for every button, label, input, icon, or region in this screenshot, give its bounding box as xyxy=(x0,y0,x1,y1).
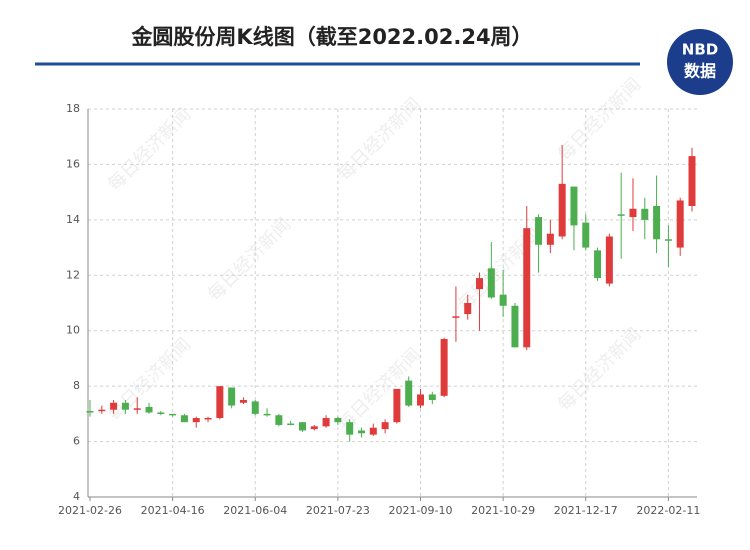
candle-body xyxy=(570,186,578,226)
candle-body xyxy=(121,402,129,410)
x-tick-label: 2021-04-16 xyxy=(141,504,205,517)
candle-body xyxy=(110,402,118,410)
candle-body xyxy=(369,427,377,435)
x-tick-label: 2021-07-23 xyxy=(306,504,370,517)
candle-body xyxy=(145,406,153,413)
logo-bottom: 数据 xyxy=(684,62,716,81)
candle-body xyxy=(133,408,141,410)
candle-body xyxy=(239,400,247,403)
chart-title: 金圆股份周K线图（截至2022.02.24周） xyxy=(130,25,532,49)
candle-body xyxy=(428,394,436,400)
candle-body xyxy=(653,206,661,240)
candle-body xyxy=(180,415,188,423)
candle-body xyxy=(499,294,507,306)
candle-body xyxy=(251,401,259,414)
candle-body xyxy=(263,413,271,416)
y-tick-label: 4 xyxy=(73,490,80,503)
candle-body xyxy=(86,411,94,413)
candle-body xyxy=(452,316,460,318)
candle-body xyxy=(275,415,283,425)
candle-body xyxy=(546,233,554,245)
candle-body xyxy=(535,217,543,245)
candle-body xyxy=(605,236,613,284)
candle-body xyxy=(346,422,354,435)
candle-body xyxy=(676,200,684,248)
candle-body xyxy=(216,386,224,419)
candle-body xyxy=(523,228,531,348)
candle-body xyxy=(487,268,495,298)
candle-body xyxy=(298,422,306,431)
candle-body xyxy=(594,250,602,279)
candle-body xyxy=(393,388,401,423)
candle-body xyxy=(192,418,200,423)
x-tick-label: 2022-02-11 xyxy=(636,504,700,517)
candle-body xyxy=(617,214,625,216)
candle-body xyxy=(476,278,484,290)
y-tick-label: 18 xyxy=(66,102,80,115)
y-tick-label: 6 xyxy=(73,435,80,448)
y-tick-label: 12 xyxy=(66,268,80,281)
candle-body xyxy=(204,418,212,420)
candle-body xyxy=(641,208,649,220)
candle-body xyxy=(464,303,472,315)
candle-body xyxy=(381,422,389,430)
candle-body xyxy=(334,418,342,423)
candle-body xyxy=(664,239,672,241)
candle-body xyxy=(417,394,425,406)
y-tick-label: 10 xyxy=(66,324,80,337)
candle-body xyxy=(228,387,236,406)
y-tick-label: 16 xyxy=(66,157,80,170)
x-tick-label: 2021-09-10 xyxy=(389,504,453,517)
candle-body xyxy=(558,183,566,237)
candle-body xyxy=(157,412,165,414)
candle-body xyxy=(405,380,413,406)
candle-body xyxy=(287,423,295,426)
x-tick-label: 2021-12-17 xyxy=(554,504,618,517)
candle-body xyxy=(169,413,177,416)
y-tick-label: 8 xyxy=(73,379,80,392)
x-tick-label: 2021-06-04 xyxy=(223,504,287,517)
x-tick-label: 2021-10-29 xyxy=(471,504,535,517)
logo xyxy=(667,29,733,95)
plot: 4 6 8 10 12 14 16 18 2021-02-26 2021-04-16 2021-06… xyxy=(58,102,700,517)
candle-body xyxy=(688,156,696,206)
candle-body xyxy=(511,305,519,348)
x-tick-label: 2021-02-26 xyxy=(58,504,122,517)
logo-top: NBD xyxy=(682,41,718,59)
candle-body xyxy=(98,409,106,412)
y-tick-label: 14 xyxy=(66,213,80,226)
candle-body xyxy=(310,426,318,430)
candle-body xyxy=(322,418,330,427)
candle-body xyxy=(440,339,448,396)
candle-body xyxy=(357,430,365,434)
candle-body xyxy=(629,208,637,218)
candle-body xyxy=(582,222,590,248)
